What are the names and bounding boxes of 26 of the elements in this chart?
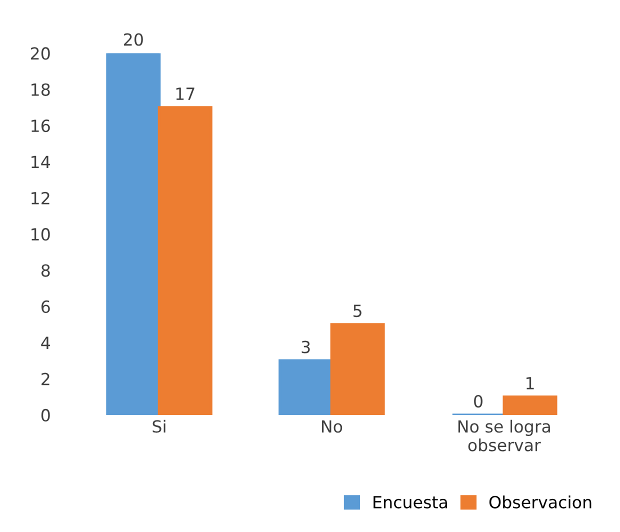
y-tick-label: 20: [30, 47, 50, 60]
y-tick-label: 12: [32, 192, 50, 204]
data-label: 17: [176, 88, 194, 100]
bar: [502, 395, 558, 415]
y-tick-label: 4: [41, 336, 50, 349]
data-label: 0: [474, 394, 482, 408]
x-tick-label: No se logra observar: [458, 420, 550, 452]
data-label: 1: [526, 377, 534, 390]
bar: [330, 323, 385, 415]
y-tick-label: 8: [41, 264, 50, 277]
bar: [158, 106, 212, 415]
legend-label: Observacion: [489, 496, 592, 508]
y-tick-label: 16: [32, 120, 50, 132]
y-tick-label: 2: [42, 372, 50, 386]
data-label: 20: [124, 33, 143, 46]
y-tick-label: 14: [32, 156, 50, 168]
y-tick-label: 10: [32, 228, 50, 241]
data-label: 3: [302, 340, 310, 354]
x-tick-label: Si: [152, 420, 166, 433]
x-tick-label: No: [322, 420, 342, 433]
bar: [106, 53, 161, 415]
y-tick-label: 18: [32, 83, 50, 96]
legend-label: Encuesta: [374, 496, 447, 508]
data-label: 5: [354, 304, 362, 318]
y-tick-label: 0: [41, 408, 50, 422]
y-tick-label: 6: [42, 300, 50, 313]
